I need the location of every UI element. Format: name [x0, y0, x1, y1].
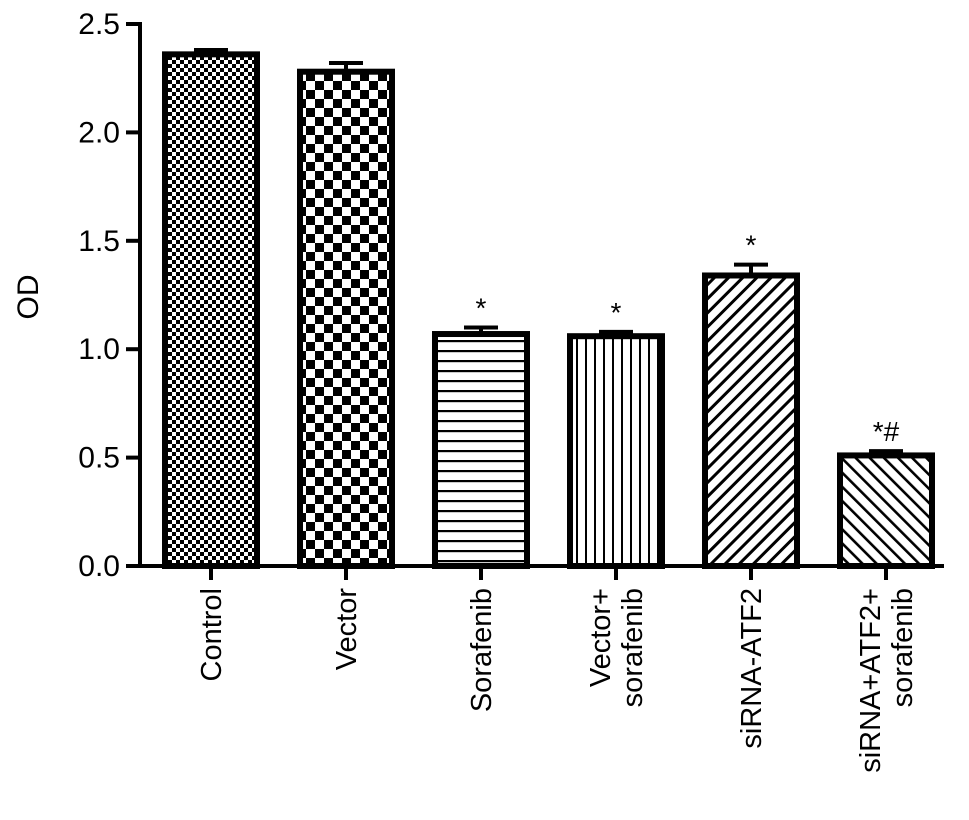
y-axis-title: OD	[12, 275, 45, 320]
bar	[702, 272, 800, 569]
bars	[162, 51, 935, 570]
bar	[297, 68, 395, 569]
significance-marker: *	[746, 230, 757, 261]
category-label-line: siRNA-ATF2	[736, 588, 768, 749]
category-label: Vector	[331, 588, 363, 671]
bar	[837, 452, 935, 570]
error-bars	[194, 48, 903, 456]
category-label-line: siRNA+ATF2+	[855, 588, 887, 773]
category-label-line: sorafenib	[887, 588, 919, 707]
significance-marker: *	[476, 293, 487, 324]
category-label: Vector+sorafenib	[585, 588, 649, 707]
category-label: siRNA-ATF2	[736, 588, 768, 749]
category-label: Control	[196, 588, 228, 682]
y-tick-label: 1.5	[78, 225, 120, 258]
y-tick-label: 2.0	[78, 116, 120, 149]
bar	[162, 51, 260, 570]
category-label-line: Sorafenib	[466, 588, 498, 712]
category-label: siRNA+ATF2+sorafenib	[855, 588, 919, 773]
significance-marker: *	[611, 297, 622, 328]
y-axis: 0.0 0.5 1.0 1.5 2.0 2.5	[78, 8, 142, 583]
significance-markers: * * * *#	[476, 230, 900, 447]
y-tick-label: 0.5	[78, 442, 120, 475]
category-label-line: Control	[196, 588, 228, 682]
bar	[432, 331, 530, 569]
category-label-line: sorafenib	[617, 588, 649, 707]
bar	[567, 333, 665, 569]
category-label-line: Vector	[331, 588, 363, 671]
y-tick-label: 1.0	[78, 333, 120, 366]
category-labels: Control Vector Sorafenib Vector+sorafenib si…	[196, 588, 919, 773]
y-tick-label: 0.0	[78, 550, 120, 583]
category-label-line: Vector+	[585, 588, 617, 687]
significance-marker: *#	[873, 416, 900, 447]
category-label: Sorafenib	[466, 588, 498, 712]
y-tick-label: 2.5	[78, 8, 120, 41]
